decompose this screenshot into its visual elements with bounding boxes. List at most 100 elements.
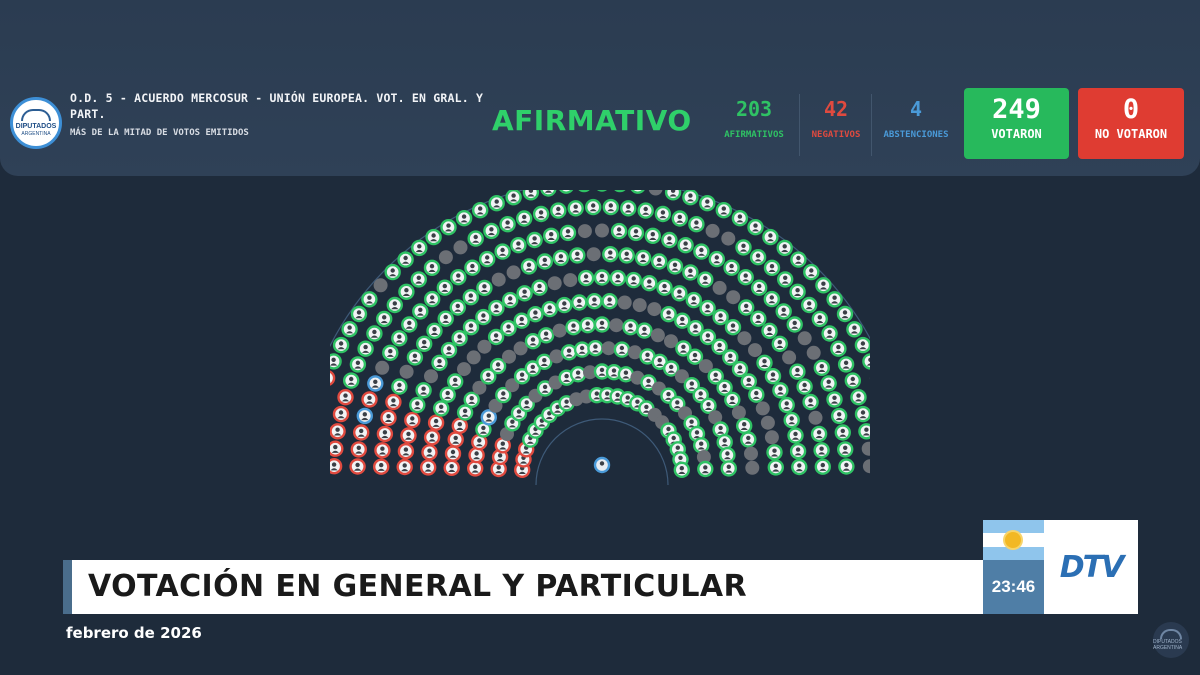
seat-afirmativo <box>516 285 533 302</box>
logo-line-1: DIPUTADOS <box>15 123 57 130</box>
seat-afirmativo <box>669 395 686 413</box>
votaron-value: 249 <box>992 94 1041 125</box>
seat-afirmativo <box>446 373 464 390</box>
seat-negativo <box>361 391 378 408</box>
seat-afirmativo <box>542 227 560 244</box>
seat-afirmativo <box>724 318 742 336</box>
seat-abstencion <box>480 409 498 426</box>
seat-vacant <box>708 410 723 425</box>
seat-afirmativo <box>627 224 645 242</box>
seat-afirmativo <box>569 247 586 264</box>
seat-afirmativo <box>661 231 678 249</box>
seat-afirmativo <box>376 310 393 328</box>
seat-afirmativo <box>687 319 704 337</box>
seat-negativo <box>421 444 438 461</box>
seat-afirmativo <box>425 228 442 246</box>
seat-afirmativo <box>724 391 741 409</box>
seat-afirmativo <box>361 291 378 308</box>
seat-afirmativo <box>722 349 739 366</box>
seat-afirmativo <box>634 249 652 267</box>
seat-negativo <box>423 429 441 446</box>
seat-vacant <box>748 343 762 358</box>
seat-afirmativo <box>510 237 527 254</box>
seat-afirmativo <box>540 190 557 197</box>
seat-afirmativo <box>409 396 426 414</box>
seat-afirmativo <box>820 375 837 392</box>
seat-afirmativo <box>480 368 497 385</box>
negativos-label: NEGATIVOS <box>811 130 861 140</box>
seat-afirmativo <box>699 299 716 317</box>
seat-afirmativo <box>790 251 807 268</box>
seat-afirmativo <box>697 460 714 478</box>
seat-afirmativo <box>432 400 450 417</box>
seat-vacant <box>760 415 775 430</box>
seat-afirmativo <box>692 386 709 404</box>
seat-afirmativo <box>707 368 724 385</box>
seat-vacant <box>552 323 567 338</box>
congress-dome-icon <box>1160 629 1182 639</box>
seat-negativo <box>330 370 336 386</box>
seat-afirmativo <box>748 386 765 403</box>
seat-afirmativo <box>675 340 692 357</box>
seat-afirmativo <box>810 425 828 443</box>
seat-afirmativo <box>815 277 832 294</box>
seat-negativo <box>400 427 417 444</box>
seat-afirmativo <box>789 283 806 301</box>
seat-afirmativo <box>834 424 851 441</box>
seat-vacant <box>632 298 647 313</box>
seat-afirmativo <box>813 359 830 377</box>
seat-vacant <box>513 341 528 356</box>
seat-afirmativo <box>386 296 404 314</box>
seat-vacant <box>583 365 597 380</box>
seat-vacant <box>808 410 823 425</box>
seat-afirmativo <box>826 391 843 408</box>
seat-vacant <box>595 223 609 238</box>
seat-afirmativo <box>398 283 415 301</box>
seat-afirmativo <box>811 310 828 328</box>
seat-negativo <box>396 458 413 476</box>
seat-vacant <box>674 369 689 384</box>
seat-vacant <box>586 247 601 262</box>
seat-afirmativo <box>499 216 516 233</box>
seat-vacant <box>453 240 468 255</box>
seat-afirmativo <box>663 360 680 377</box>
seat-afirmativo <box>740 373 757 390</box>
seat-vacant <box>424 369 438 384</box>
seat-afirmativo <box>686 348 704 365</box>
seat-afirmativo <box>524 360 542 377</box>
seat-negativo <box>419 459 437 476</box>
seat-afirmativo <box>350 305 368 323</box>
seat-afirmativo <box>723 259 740 276</box>
seat-afirmativo <box>801 296 818 314</box>
seat-afirmativo <box>610 222 628 240</box>
seat-afirmativo <box>614 190 626 193</box>
seat-afirmativo <box>559 224 577 242</box>
seat-afirmativo <box>802 393 819 411</box>
vote-title: O.D. 5 - ACUERDO MERCOSUR - UNIÓN EUROPE… <box>70 91 484 121</box>
seat-negativo <box>373 458 390 475</box>
seat-afirmativo <box>541 300 558 318</box>
seat-afirmativo <box>464 259 481 276</box>
seat-afirmativo <box>682 264 699 281</box>
seat-vacant <box>712 280 727 295</box>
seat-afirmativo <box>532 205 550 223</box>
seat-afirmativo <box>586 292 603 310</box>
seat-vacant <box>745 460 760 475</box>
votaron-label: VOTARON <box>991 127 1042 141</box>
afirmativos-value: 203 <box>735 97 773 121</box>
seat-afirmativo <box>436 279 454 296</box>
seat-vacant <box>506 265 521 280</box>
seat-afirmativo <box>569 366 587 383</box>
seat-afirmativo <box>716 379 733 396</box>
seat-afirmativo <box>552 249 570 267</box>
seat-afirmativo <box>674 312 691 329</box>
seat-afirmativo <box>740 431 757 448</box>
seat-afirmativo <box>625 271 642 289</box>
seat-vacant <box>549 349 564 364</box>
seat-negativo <box>374 442 391 459</box>
seat-afirmativo <box>500 319 517 337</box>
seat-vacant <box>375 360 390 375</box>
seat-afirmativo <box>343 372 360 389</box>
seat-afirmativo <box>476 279 493 297</box>
